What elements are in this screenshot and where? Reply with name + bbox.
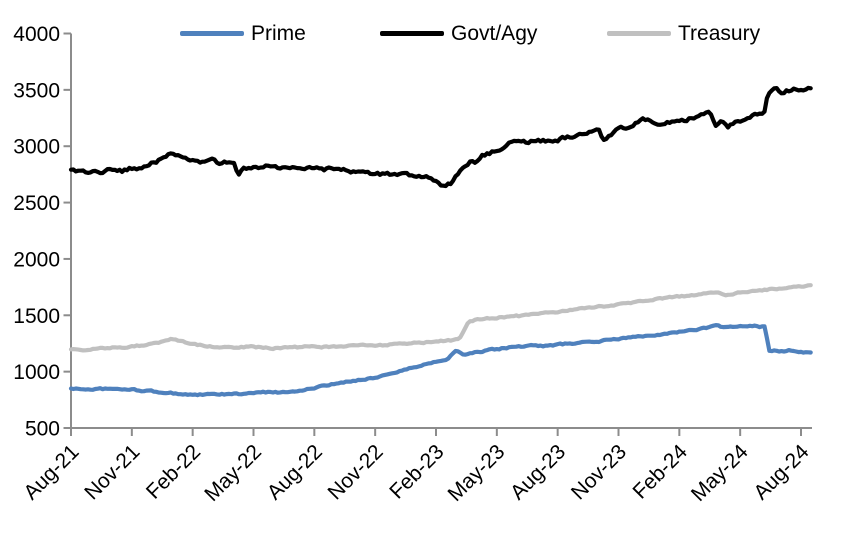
- y-tick-label: 1500: [13, 305, 60, 328]
- x-tick-label: May-24: [687, 440, 753, 506]
- series-line-treasury: [68, 283, 813, 353]
- x-tick-label: Nov-21: [80, 440, 144, 504]
- legend-item-prime: Prime: [180, 20, 306, 47]
- govt-agy-line-swatch: [380, 31, 444, 36]
- chart-legend: Prime Govt/Agy Treasury: [0, 20, 852, 47]
- x-tick-label: Feb-24: [629, 440, 693, 504]
- series-line-govt-agy: [68, 85, 813, 189]
- prime-line-swatch: [180, 31, 244, 36]
- y-tick-label: 2500: [13, 192, 60, 215]
- x-tick-label: Aug-22: [263, 440, 327, 504]
- x-tick-label: Feb-23: [385, 440, 448, 503]
- x-tick-label: Aug-24: [749, 440, 813, 504]
- y-tick-label: 1000: [13, 361, 60, 384]
- axis-lines: [70, 33, 812, 429]
- x-tick-label: Nov-23: [567, 440, 631, 504]
- x-tick-label: Aug-21: [19, 440, 83, 504]
- x-tick-label: Feb-22: [142, 440, 205, 503]
- legend-label-treasury: Treasury: [678, 22, 761, 45]
- x-tick-label: Nov-22: [324, 440, 388, 504]
- series-line-prime: [68, 323, 813, 398]
- legend-item-treasury: Treasury: [607, 20, 760, 47]
- y-tick-label: 4000: [13, 23, 60, 46]
- y-tick-label: 500: [25, 418, 60, 441]
- y-tick-label: 3500: [13, 79, 60, 102]
- x-tick-label: May-23: [444, 440, 510, 506]
- x-tick-label: May-22: [200, 440, 266, 506]
- y-tick-label: 3000: [13, 136, 60, 159]
- x-tick-label: Aug-23: [506, 440, 570, 504]
- treasury-line-swatch: [607, 31, 671, 36]
- legend-label-govt-agy: Govt/Agy: [451, 22, 538, 45]
- y-tick-label: 2000: [13, 248, 60, 271]
- legend-label-prime: Prime: [251, 22, 306, 45]
- legend-item-govt-agy: Govt/Agy: [380, 20, 537, 47]
